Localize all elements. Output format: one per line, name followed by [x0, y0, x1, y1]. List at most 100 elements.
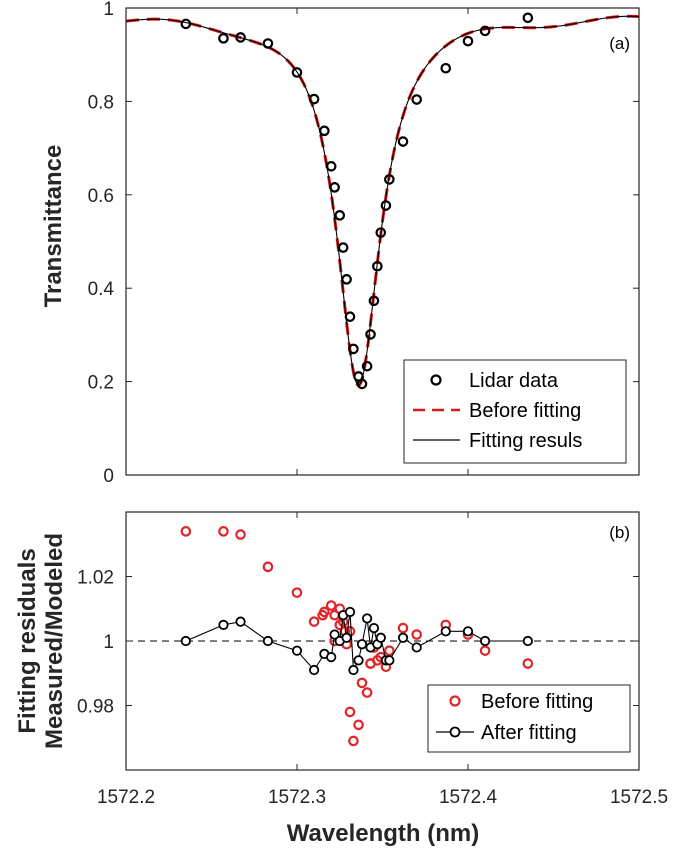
after-fitting-residual-point — [348, 664, 359, 676]
lidar-data-point — [522, 12, 534, 24]
panel-b: 1572.2 1572.3 1572.4 1572.5 0.98 1 1.02 (b) F… — [14, 511, 668, 847]
after-fitting-residual-point — [344, 606, 356, 618]
panel-b-label: (b) — [609, 523, 630, 542]
panel-b-y-tick-label-2: 1.02 — [77, 568, 114, 589]
legend-b-after-fitting-marker — [449, 726, 461, 738]
after-fitting-residual-point — [362, 613, 373, 624]
panel-b-y-ticks: 0.98 1 1.02 — [77, 568, 639, 718]
panel-a-y-tick-label-5: 1 — [103, 0, 114, 20]
after-fitting-residual-point — [375, 632, 386, 643]
panel-a-y-axis-label: Transmittance — [40, 145, 67, 308]
lidar-data-point — [440, 62, 452, 74]
panel-a-x-ticks — [125, 8, 640, 475]
x-tick-label-3: 1572.5 — [610, 787, 668, 808]
x-axis-label: Wavelength (nm) — [287, 820, 479, 847]
before-fitting-residual-point — [180, 526, 192, 537]
panel-b-legend: Before fitting After fitting — [427, 684, 631, 753]
panel-a-y-tick-label-4: 0.8 — [88, 92, 114, 113]
lidar-data-point — [325, 161, 337, 172]
before-fitting-residual-point — [479, 645, 491, 656]
before-fitting-residual-point — [353, 719, 364, 731]
after-fitting-residual-point — [353, 655, 364, 666]
after-fitting-residual-point — [368, 622, 380, 634]
x-tick-label-0: 1572.2 — [97, 787, 155, 808]
panel-b-after-fitting-series — [180, 606, 533, 676]
panel-b-legend-box — [427, 684, 631, 753]
after-fitting-residual-point — [326, 652, 337, 663]
lidar-data-point — [365, 329, 376, 340]
legend-b-after-fitting-label: After fitting — [481, 722, 577, 744]
legend-lidar-data-marker — [430, 374, 442, 386]
panel-b-y-tick-label-0: 0.98 — [77, 697, 114, 718]
after-fitting-residual-point — [384, 655, 395, 666]
before-fitting-residual-point — [235, 529, 246, 540]
lidar-data-point — [462, 35, 474, 47]
panel-a: 0 0.2 0.4 0.6 0.8 1 (a) Transmittance Lidar d… — [40, 0, 640, 487]
panel-a-y-tick-label-1: 0.2 — [88, 373, 114, 394]
before-fitting-residual-point — [361, 687, 373, 698]
panel-b-before-fitting-points — [180, 526, 534, 747]
lidar-data-point — [308, 93, 320, 105]
before-fitting-residual-point — [317, 609, 328, 621]
panel-b-y-tick-label-1: 1 — [103, 632, 114, 653]
after-fitting-residual-point — [462, 626, 474, 637]
after-fitting-residual-point — [341, 632, 352, 643]
panel-b-x-ticks: 1572.2 1572.3 1572.4 1572.5 — [97, 512, 668, 808]
lidar-data-point — [341, 274, 352, 285]
after-fitting-residual-point — [440, 626, 451, 637]
lidar-data-point — [372, 260, 383, 272]
after-fitting-residual-point — [262, 635, 274, 647]
x-tick-label-2: 1572.4 — [439, 787, 498, 808]
panel-a-legend-box — [403, 359, 627, 464]
legend-fitting-results-label: Fitting resuls — [469, 430, 582, 452]
before-fitting-residual-point — [384, 645, 395, 656]
lidar-data-point — [368, 295, 380, 307]
panel-a-curves — [125, 14, 640, 387]
after-fitting-residual-point — [308, 664, 320, 676]
before-fitting-residual-point — [397, 622, 409, 634]
before-fitting-residual-point — [348, 735, 359, 747]
lidar-data-point — [262, 38, 274, 49]
lidar-data-point — [235, 32, 246, 43]
panel-a-y-ticks: 0 0.2 0.4 0.6 0.8 1 — [88, 0, 639, 487]
after-fitting-residual-point — [218, 619, 229, 630]
after-fitting-residual-point — [356, 639, 368, 650]
after-fitting-residual-point — [479, 635, 491, 647]
lidar-data-point — [344, 311, 356, 322]
before-fitting-residual-point — [218, 526, 229, 537]
after-fitting-residual-point — [235, 616, 246, 627]
lidar-data-point — [380, 200, 392, 211]
panel-a-lidar-points — [180, 12, 534, 390]
lidar-data-point — [180, 18, 192, 30]
lidar-data-point — [329, 182, 340, 193]
before-fitting-residual-point — [344, 706, 356, 718]
legend-before-fitting-label: Before fitting — [469, 400, 581, 422]
before-fitting-residual-point — [291, 587, 303, 598]
lidar-data-point — [337, 242, 349, 253]
panel-a-y-tick-label-0: 0 — [103, 466, 114, 487]
lidar-data-point — [348, 343, 359, 355]
before-fitting-residual-point — [522, 658, 534, 669]
lidar-data-point — [397, 136, 409, 147]
after-fitting-residual-point — [291, 645, 303, 656]
before-fitting-residual-point — [334, 619, 346, 631]
lidar-data-point — [375, 227, 387, 238]
lidar-data-point — [218, 33, 229, 44]
lidar-data-point — [356, 378, 368, 390]
lidar-data-point — [384, 174, 395, 185]
legend-b-before-fitting-marker — [449, 695, 461, 707]
lidar-data-point — [291, 67, 303, 78]
panel-a-y-tick-label-2: 0.4 — [88, 279, 115, 300]
after-fitting-residual-point — [329, 629, 340, 640]
legend-lidar-data-label: Lidar data — [469, 370, 559, 392]
lidar-data-point — [334, 210, 346, 221]
after-fitting-residual-point — [397, 632, 409, 643]
lidar-data-point — [319, 125, 330, 137]
after-fitting-residual-point — [411, 642, 422, 653]
after-fitting-residual-point — [522, 635, 533, 647]
panel-a-label: (a) — [609, 34, 630, 53]
panel-b-y-axis-label-line-1: Fitting residuals — [14, 548, 41, 733]
before-fitting-residual-point — [365, 658, 376, 669]
legend-b-before-fitting-label: Before fitting — [481, 691, 593, 713]
